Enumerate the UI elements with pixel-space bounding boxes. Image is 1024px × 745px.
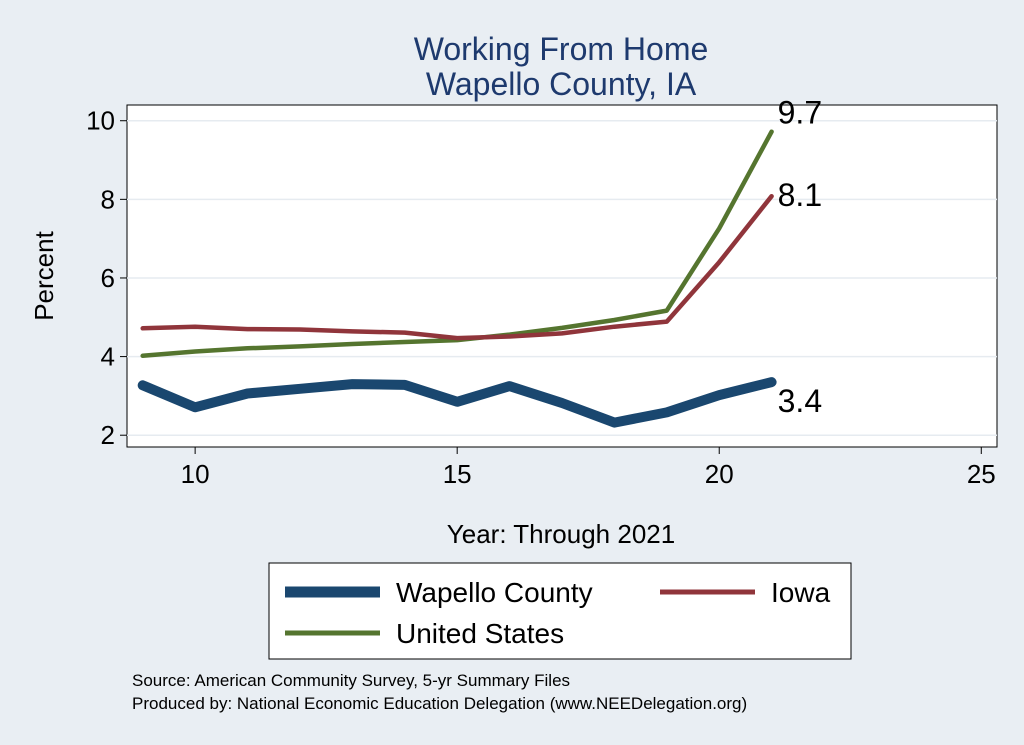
producer-note: Produced by: National Economic Education…: [132, 694, 747, 713]
y-tick-label-2: 2: [101, 420, 115, 450]
series-group: [137, 129, 777, 428]
source-note: Source: American Community Survey, 5-yr …: [132, 671, 570, 690]
legend-label-iowa: Iowa: [771, 577, 831, 608]
axes: 2 4 6 8 10 10 15 20 25: [86, 106, 996, 489]
x-axis-label: Year: Through 2021: [447, 519, 675, 549]
series-line-iowa: [140, 193, 774, 341]
series-line-wapello-county: [137, 377, 777, 428]
x-tick-label-10: 10: [181, 459, 210, 489]
end-label-united-states: 9.7: [778, 95, 822, 131]
end-label-iowa: 8.1: [778, 177, 822, 213]
chart-title-line-2: Wapello County, IA: [426, 66, 697, 102]
chart-title-line-1: Working From Home: [414, 31, 709, 67]
legend-label-wapello: Wapello County: [396, 577, 593, 608]
end-label-wapello-county: 3.4: [778, 383, 822, 419]
x-tick-label-15: 15: [443, 459, 472, 489]
y-tick-label-6: 6: [101, 263, 115, 293]
x-tick-label-25: 25: [967, 459, 996, 489]
y-tick-label-8: 8: [101, 184, 115, 214]
legend-box: [268, 562, 852, 660]
y-axis-label: Percent: [29, 230, 59, 320]
grid-lines: [127, 119, 997, 436]
legend-label-us: United States: [396, 618, 564, 649]
x-tick-label-20: 20: [705, 459, 734, 489]
y-tick-label-10: 10: [86, 106, 115, 136]
data-labels: 9.7 8.1 3.4: [778, 95, 822, 419]
y-tick-label-4: 4: [101, 342, 115, 372]
